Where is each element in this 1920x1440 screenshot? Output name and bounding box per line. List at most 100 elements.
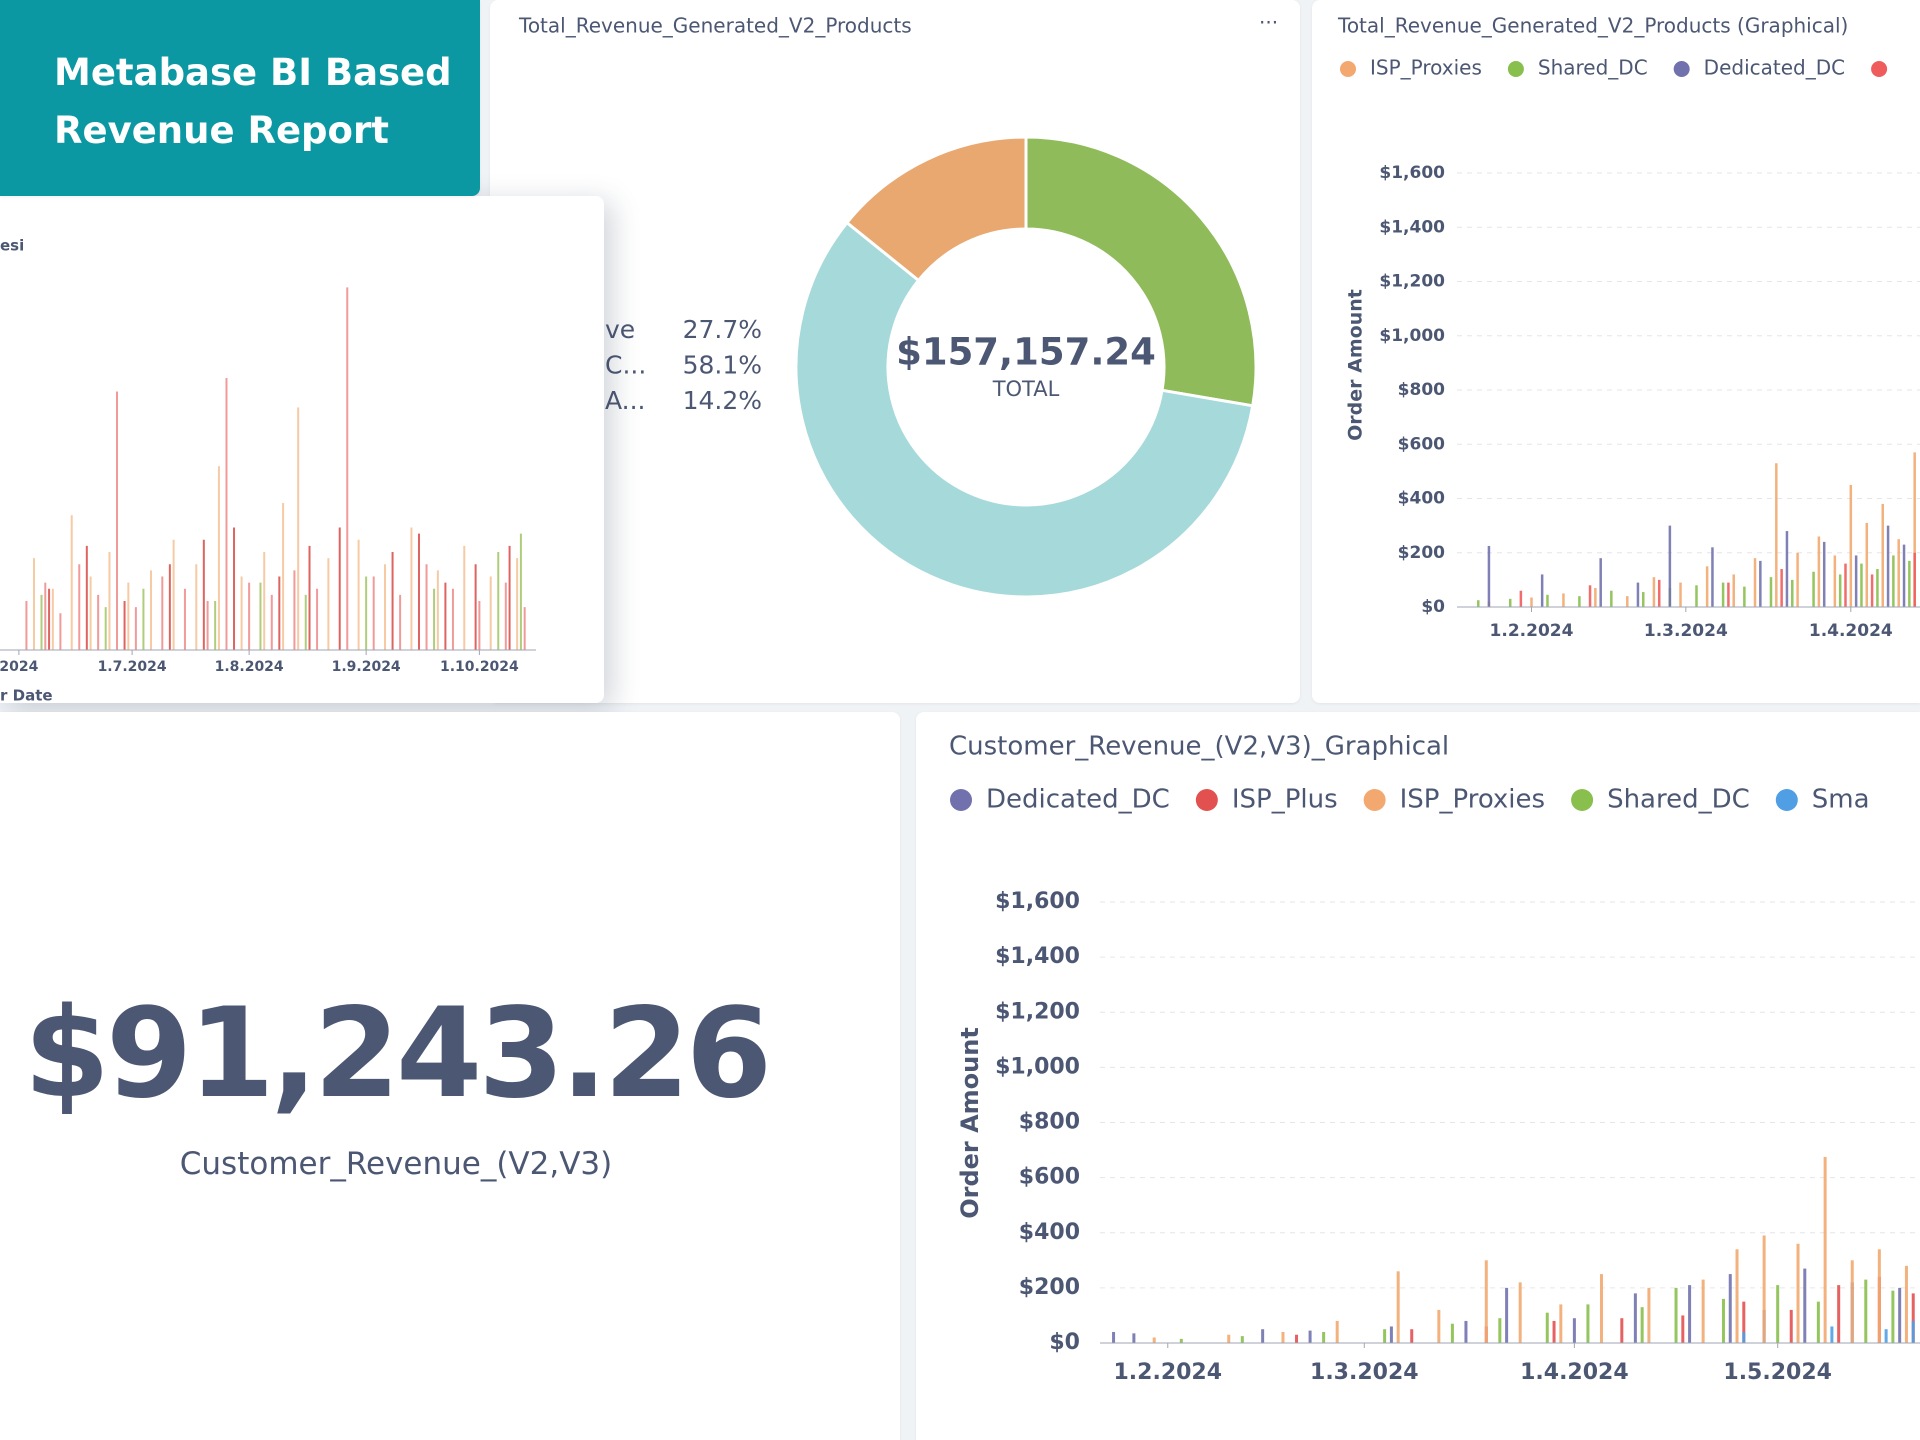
y-tick-label: $400 <box>1398 489 1445 509</box>
y-axis-label: Order Amount <box>956 1027 984 1219</box>
bar <box>1437 1309 1441 1343</box>
bar <box>1844 563 1847 607</box>
bar <box>1519 590 1523 607</box>
bar <box>1322 1331 1326 1343</box>
bar <box>1681 1315 1685 1343</box>
bar <box>1594 588 1597 607</box>
bar <box>104 607 107 650</box>
bar <box>346 287 349 650</box>
bar <box>1599 1274 1603 1343</box>
bar <box>195 564 198 650</box>
bar <box>214 601 217 650</box>
customer-revenue-card: Customer_Revenue_(V2,V3)_Graphical $0 $200… <box>916 712 1920 1440</box>
bar <box>1179 1338 1183 1343</box>
x-tick-label: 1.2.2024 <box>1490 621 1574 641</box>
bar <box>1152 1337 1156 1343</box>
header-title: Metabase BI Based Revenue Report <box>54 51 452 152</box>
donut-slice <box>844 135 1028 283</box>
bar <box>1728 1274 1732 1343</box>
bar <box>1830 1326 1834 1343</box>
bar <box>1721 582 1725 607</box>
bar <box>365 576 368 650</box>
bar <box>293 570 296 650</box>
bar <box>433 588 436 650</box>
bar <box>263 552 266 650</box>
x-tick-label: 1.2.2024 <box>1113 1360 1222 1385</box>
bar <box>1545 1312 1549 1343</box>
bar <box>1742 1301 1746 1343</box>
bar <box>85 545 88 650</box>
bar <box>1484 1260 1488 1343</box>
bar <box>425 564 428 650</box>
x-tick-label: 1.9.2024 <box>332 659 401 675</box>
legend-dot <box>1871 61 1888 77</box>
bar <box>240 576 243 650</box>
bar <box>1610 590 1613 607</box>
bar <box>1487 545 1491 607</box>
y-tick-label: $1,000 <box>1379 326 1445 346</box>
bar <box>1679 582 1682 607</box>
y-tick-label: $400 <box>1019 1220 1080 1245</box>
bar <box>1816 1301 1820 1343</box>
donut-slice <box>1024 135 1258 408</box>
bar <box>1518 1282 1522 1343</box>
bar <box>1732 574 1735 607</box>
x-tick-label: 1.3.2024 <box>1310 1360 1419 1385</box>
legend-label: C... <box>605 351 646 380</box>
chart-title: Customer_Revenue_(V2,V3)_Graphical <box>949 732 1449 762</box>
y-tick-label: $600 <box>1019 1165 1080 1190</box>
legend-dot <box>950 789 972 811</box>
bar <box>1785 531 1789 607</box>
bar <box>25 601 28 650</box>
bar <box>1701 1279 1705 1343</box>
bar <box>1837 1285 1841 1343</box>
y-tick-label: $600 <box>1398 434 1445 454</box>
donut-card: Total_Revenue_Generated_V2_Products ··· ve… <box>490 0 1300 703</box>
legend-dot <box>1775 789 1798 811</box>
y-tick-label: $1,600 <box>995 889 1080 914</box>
bar <box>161 576 164 650</box>
header-card: Metabase BI Based Revenue Report <box>0 0 480 196</box>
legend-label: Sma <box>1812 785 1870 815</box>
product-revenue-chart: Total_Revenue_Generated_V2_Products (Gra… <box>1337 14 1920 641</box>
y-tick-label: $0 <box>1049 1330 1080 1355</box>
legend-label: Shared_DC <box>1607 785 1750 815</box>
bar <box>1335 1320 1339 1343</box>
bar <box>1281 1331 1285 1343</box>
y-tick-label: $1,200 <box>1379 272 1445 292</box>
legend-dot <box>1571 789 1594 811</box>
bar <box>248 582 251 650</box>
bar <box>508 545 511 650</box>
bar <box>372 576 375 650</box>
bar <box>1904 1265 1908 1343</box>
bar <box>463 545 466 650</box>
bar <box>270 594 273 650</box>
bar <box>1546 594 1549 607</box>
bar <box>357 539 360 650</box>
bar <box>1599 558 1602 607</box>
bar <box>1540 574 1544 607</box>
legend-label: ISP_Proxies <box>1370 56 1482 80</box>
bar <box>1886 525 1890 607</box>
legend-label: Shared_DC <box>1538 56 1648 80</box>
bar <box>1674 1287 1678 1343</box>
bar <box>444 582 447 650</box>
bar <box>278 576 281 650</box>
bar <box>1636 582 1640 607</box>
bar <box>1477 600 1480 607</box>
bar <box>134 607 137 650</box>
card-menu[interactable]: ··· <box>1259 11 1278 35</box>
bar <box>384 564 387 650</box>
x-tick-label: 1.5.2024 <box>1723 1360 1832 1385</box>
bar <box>142 588 145 650</box>
bar <box>516 558 519 650</box>
bar <box>1892 555 1895 607</box>
bar <box>123 601 126 650</box>
bar <box>70 515 73 650</box>
bar <box>338 527 341 650</box>
bar <box>1849 484 1853 607</box>
bar <box>1727 582 1730 607</box>
bar <box>1688 1285 1692 1343</box>
y-tick-label: $1,600 <box>1379 163 1445 183</box>
